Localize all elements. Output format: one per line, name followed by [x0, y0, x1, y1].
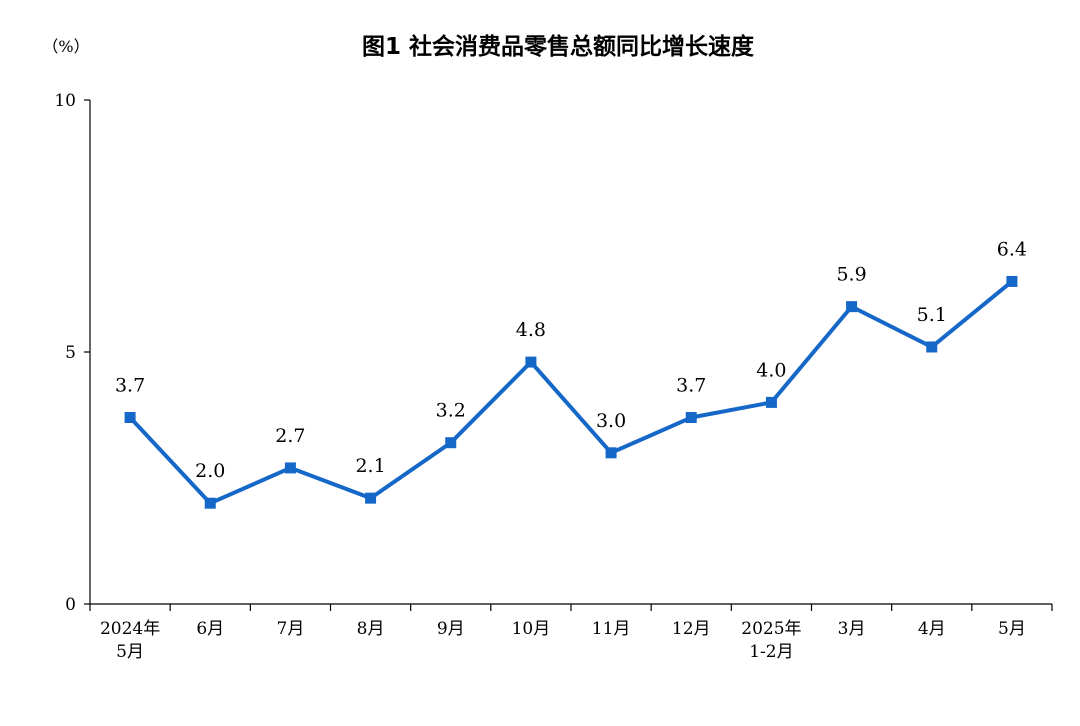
x-tick-label: 12月	[672, 619, 711, 639]
data-label: 3.7	[115, 375, 145, 397]
data-point	[124, 412, 136, 424]
y-tick-label: 0	[65, 595, 76, 615]
data-label: 2.7	[275, 425, 305, 447]
x-tick-label: 5月	[998, 619, 1026, 639]
data-label: 3.2	[436, 400, 466, 422]
y-tick-label: 10	[54, 91, 76, 111]
x-tick-label: 4月	[918, 619, 946, 639]
series-group	[124, 275, 1018, 509]
data-label: 5.9	[836, 264, 866, 286]
data-point	[445, 437, 457, 449]
data-point	[605, 447, 617, 459]
data-label: 2.0	[195, 460, 225, 482]
x-tick-label: 2024年 5月	[100, 619, 160, 662]
chart-title: 图1 社会消费品零售总额同比增长速度	[362, 33, 755, 60]
data-point	[1006, 275, 1018, 287]
x-tick-label: 9月	[437, 619, 465, 639]
data-label: 3.7	[676, 375, 706, 397]
data-point	[765, 396, 777, 408]
data-point	[204, 497, 216, 509]
x-tick-label: 2025年 1-2月	[741, 619, 801, 662]
x-tick-label: 6月	[196, 619, 224, 639]
x-tick-label: 8月	[357, 619, 385, 639]
data-label: 5.1	[917, 304, 947, 326]
data-labels: 3.7 2.0 2.7 2.1 3.2 4.8 3.0 3.7 4.0 5.9 5.1 6.4	[115, 238, 1027, 482]
data-point	[926, 341, 938, 353]
series-line	[128, 279, 1014, 506]
data-label: 2.1	[355, 455, 385, 477]
data-point	[284, 462, 296, 474]
x-tick-label: 7月	[277, 619, 305, 639]
data-label: 3.0	[596, 410, 626, 432]
data-label: 4.0	[756, 359, 786, 381]
data-point	[525, 356, 537, 368]
data-label: 4.8	[516, 319, 546, 341]
x-tick-label: 3月	[838, 619, 866, 639]
x-tick-label: 10月	[512, 619, 551, 639]
data-label: 6.4	[997, 238, 1027, 260]
axes: 0 5 10 2024年 5月 6月 7月 8月 9月 10月 11月 12月 2025年 1-2月 3月 4…	[54, 91, 1053, 662]
x-tick-label: 11月	[592, 619, 631, 639]
data-point	[365, 492, 377, 504]
data-point	[685, 412, 697, 424]
data-point	[846, 301, 858, 313]
y-tick-label: 5	[65, 343, 76, 363]
y-axis-unit: （%）	[42, 37, 89, 56]
